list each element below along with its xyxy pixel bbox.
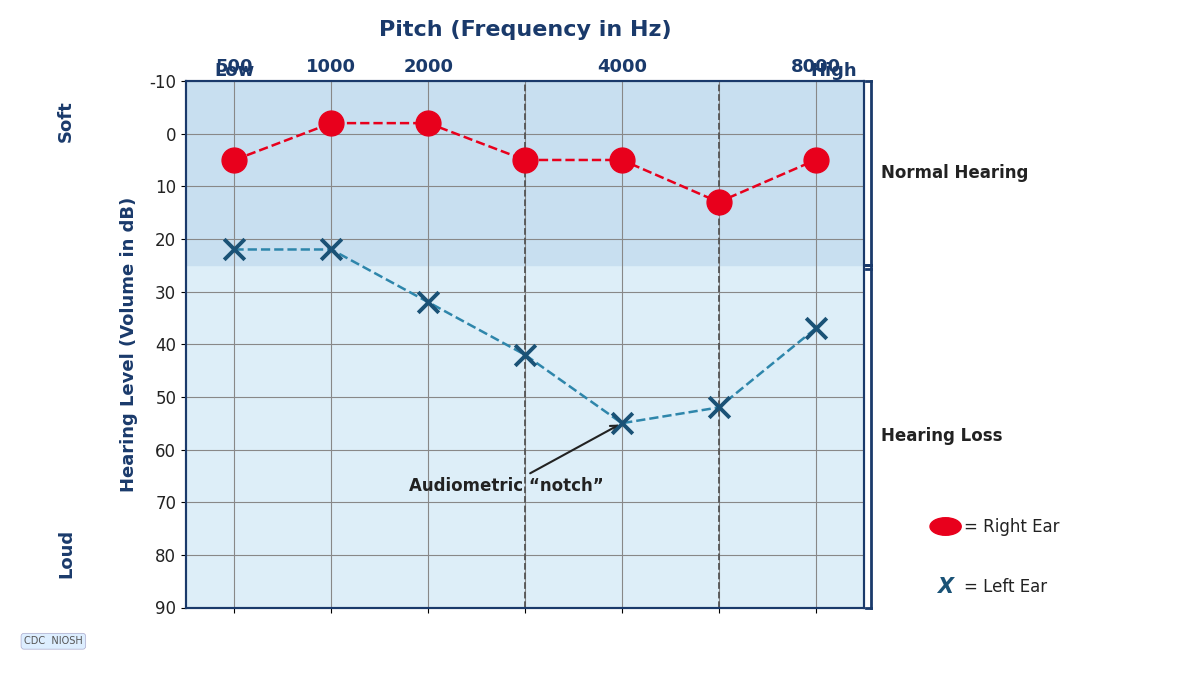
Point: [322, 117, 341, 128]
Y-axis label: Hearing Level (Volume in dB): Hearing Level (Volume in dB): [120, 196, 138, 492]
Text: Low: Low: [214, 62, 254, 80]
Point: [516, 350, 535, 360]
Text: Pitch (Frequency in Hz): Pitch (Frequency in Hz): [379, 20, 672, 40]
Text: = Right Ear: = Right Ear: [964, 518, 1060, 535]
Text: X: X: [937, 577, 954, 597]
Text: Audiometric “notch”: Audiometric “notch”: [409, 426, 617, 495]
Point: [806, 323, 826, 334]
Point: [612, 418, 631, 429]
Text: Soft: Soft: [58, 101, 74, 142]
Point: [322, 244, 341, 255]
Point: [806, 155, 826, 165]
Point: [709, 402, 728, 413]
Text: Hearing Loss: Hearing Loss: [881, 427, 1002, 446]
Point: [419, 117, 438, 128]
Point: [419, 297, 438, 308]
Text: = Left Ear: = Left Ear: [964, 578, 1046, 596]
Text: High: High: [811, 62, 857, 80]
Point: [709, 196, 728, 207]
Point: [612, 155, 631, 165]
Point: [516, 155, 535, 165]
Text: Loud: Loud: [58, 529, 74, 578]
Point: [224, 155, 244, 165]
Bar: [186, 81, 864, 265]
Text: CDC  NIOSH: CDC NIOSH: [24, 637, 83, 646]
Text: Normal Hearing: Normal Hearing: [881, 164, 1028, 182]
Point: [224, 244, 244, 255]
